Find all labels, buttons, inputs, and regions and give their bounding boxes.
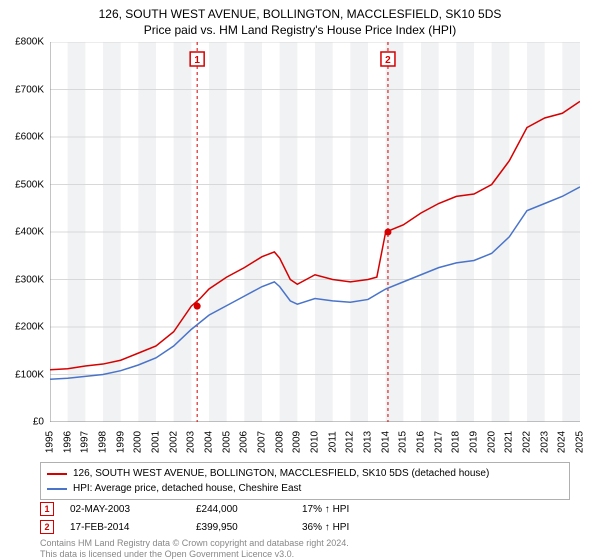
- x-tick-label: 2015: [398, 431, 409, 453]
- x-tick-label: 2007: [257, 431, 268, 453]
- sale-row: 1 02-MAY-2003 £244,000 17% ↑ HPI: [40, 500, 349, 518]
- x-tick-label: 1997: [80, 431, 91, 453]
- x-tick-label: 2000: [133, 431, 144, 453]
- x-tick-label: 2019: [469, 431, 480, 453]
- x-tick-label: 1996: [62, 431, 73, 453]
- y-axis-labels: £0£100K£200K£300K£400K£500K£600K£700K£80…: [0, 42, 48, 422]
- x-tick-label: 2005: [221, 431, 232, 453]
- y-tick-label: £100K: [15, 369, 44, 380]
- sale-marker-icon: 2: [40, 520, 54, 534]
- x-tick-label: 2021: [504, 431, 515, 453]
- y-tick-label: £300K: [15, 274, 44, 285]
- y-tick-label: £200K: [15, 322, 44, 333]
- sale-delta: 17% ↑ HPI: [302, 504, 349, 515]
- title-line-1: 126, SOUTH WEST AVENUE, BOLLINGTON, MACC…: [0, 6, 600, 22]
- x-tick-label: 1999: [115, 431, 126, 453]
- x-tick-label: 2013: [363, 431, 374, 453]
- x-tick-label: 2002: [168, 431, 179, 453]
- y-tick-label: £400K: [15, 227, 44, 238]
- x-tick-label: 2001: [151, 431, 162, 453]
- x-axis-labels: 1995199619971998199920002001200220032004…: [50, 424, 580, 464]
- legend-swatch: [47, 473, 67, 475]
- svg-text:2: 2: [385, 55, 391, 66]
- x-tick-label: 2023: [539, 431, 550, 453]
- x-tick-label: 2017: [433, 431, 444, 453]
- sale-row: 2 17-FEB-2014 £399,950 36% ↑ HPI: [40, 518, 349, 536]
- y-tick-label: £0: [33, 417, 44, 428]
- svg-text:1: 1: [194, 55, 200, 66]
- footer-line-2: This data is licensed under the Open Gov…: [40, 549, 349, 560]
- y-tick-label: £800K: [15, 37, 44, 48]
- y-tick-label: £600K: [15, 132, 44, 143]
- footer-attribution: Contains HM Land Registry data © Crown c…: [40, 538, 349, 560]
- x-tick-label: 2022: [522, 431, 533, 453]
- sale-price: £244,000: [196, 504, 286, 515]
- legend: 126, SOUTH WEST AVENUE, BOLLINGTON, MACC…: [40, 462, 570, 500]
- footer-line-1: Contains HM Land Registry data © Crown c…: [40, 538, 349, 549]
- legend-label: 126, SOUTH WEST AVENUE, BOLLINGTON, MACC…: [73, 466, 489, 481]
- x-tick-label: 2009: [292, 431, 303, 453]
- legend-row: HPI: Average price, detached house, Ches…: [47, 481, 563, 496]
- x-tick-label: 2025: [575, 431, 586, 453]
- chart-svg: 12: [50, 42, 580, 422]
- x-tick-label: 2003: [186, 431, 197, 453]
- sale-date: 17-FEB-2014: [70, 522, 180, 533]
- x-tick-label: 1998: [98, 431, 109, 453]
- legend-swatch: [47, 488, 67, 490]
- sale-delta: 36% ↑ HPI: [302, 522, 349, 533]
- x-tick-label: 2011: [327, 431, 338, 453]
- x-tick-label: 1995: [45, 431, 56, 453]
- x-tick-label: 2006: [239, 431, 250, 453]
- sale-price: £399,950: [196, 522, 286, 533]
- chart-container: 126, SOUTH WEST AVENUE, BOLLINGTON, MACC…: [0, 0, 600, 560]
- title-line-2: Price paid vs. HM Land Registry's House …: [0, 22, 600, 38]
- x-tick-label: 2010: [310, 431, 321, 453]
- x-tick-label: 2004: [204, 431, 215, 453]
- sale-marker-icon: 1: [40, 502, 54, 516]
- y-tick-label: £500K: [15, 179, 44, 190]
- sales-table: 1 02-MAY-2003 £244,000 17% ↑ HPI 2 17-FEB-201…: [40, 500, 349, 536]
- x-tick-label: 2018: [451, 431, 462, 453]
- sale-date: 02-MAY-2003: [70, 504, 180, 515]
- x-tick-label: 2008: [274, 431, 285, 453]
- y-tick-label: £700K: [15, 84, 44, 95]
- chart-plot-area: 12: [50, 42, 580, 422]
- legend-row: 126, SOUTH WEST AVENUE, BOLLINGTON, MACC…: [47, 466, 563, 481]
- x-tick-label: 2024: [557, 431, 568, 453]
- x-tick-label: 2014: [380, 431, 391, 453]
- legend-label: HPI: Average price, detached house, Ches…: [73, 481, 301, 496]
- x-tick-label: 2016: [416, 431, 427, 453]
- x-tick-label: 2012: [345, 431, 356, 453]
- x-tick-label: 2020: [486, 431, 497, 453]
- title-block: 126, SOUTH WEST AVENUE, BOLLINGTON, MACC…: [0, 0, 600, 38]
